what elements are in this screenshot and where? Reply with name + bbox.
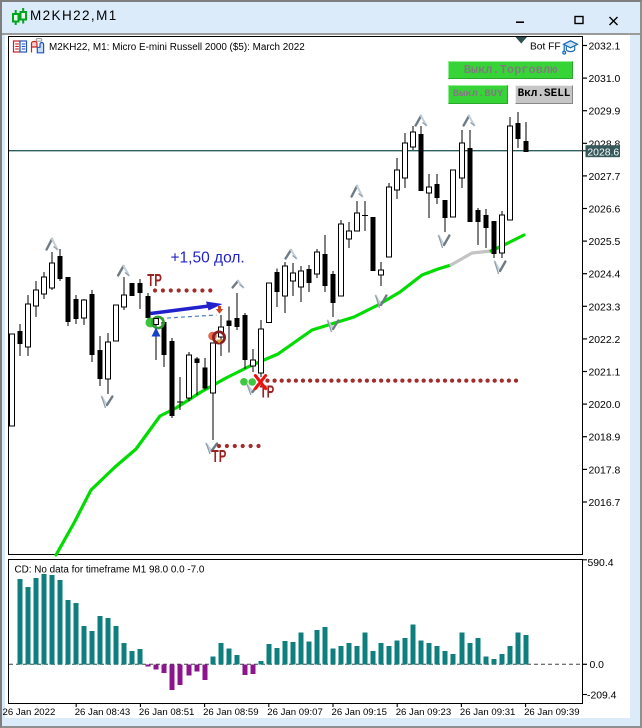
svg-text:2017.8: 2017.8 — [589, 465, 621, 476]
svg-text:2031.0: 2031.0 — [589, 74, 621, 85]
svg-text:2025.5: 2025.5 — [589, 237, 621, 248]
svg-text:2028.6: 2028.6 — [587, 147, 619, 158]
svg-text:2032.1: 2032.1 — [589, 42, 621, 53]
svg-text:2020.0: 2020.0 — [589, 400, 621, 411]
svg-text:26 Jan 09:31: 26 Jan 09:31 — [460, 707, 515, 718]
svg-text:26 Jan 09:07: 26 Jan 09:07 — [267, 707, 322, 718]
svg-text:2027.7: 2027.7 — [589, 172, 621, 183]
svg-text:CD: No data for timeframe M1 9: CD: No data for timeframe M1 98.0 0.0 -7… — [15, 565, 205, 576]
svg-text:26 Jan 09:23: 26 Jan 09:23 — [396, 707, 451, 718]
svg-text:2022.2: 2022.2 — [589, 335, 621, 346]
svg-text:TP: TP — [212, 448, 227, 467]
svg-text:2028.8: 2028.8 — [589, 139, 621, 150]
svg-text:0.0: 0.0 — [590, 660, 605, 671]
svg-text:26 Jan 2022: 26 Jan 2022 — [3, 707, 56, 718]
svg-text:2024.4: 2024.4 — [589, 270, 621, 281]
svg-text:26 Jan 08:43: 26 Jan 08:43 — [75, 707, 130, 718]
svg-text:2029.9: 2029.9 — [589, 107, 621, 118]
svg-text:-209.4: -209.4 — [587, 690, 617, 701]
svg-text:26 Jan 08:51: 26 Jan 08:51 — [139, 707, 194, 718]
svg-text:590.4: 590.4 — [588, 558, 614, 569]
svg-text:Bot FF: Bot FF — [530, 42, 561, 53]
svg-text:TP: TP — [147, 272, 162, 291]
svg-text:M2KH22, M1: Micro E-mini Russ: M2KH22, M1: Micro E-mini Russell 2000 ($… — [49, 42, 305, 53]
svg-text:2021.1: 2021.1 — [589, 368, 621, 379]
svg-text:2023.3: 2023.3 — [589, 302, 621, 313]
svg-text:26 Jan 09:39: 26 Jan 09:39 — [524, 707, 579, 718]
svg-text:2016.7: 2016.7 — [589, 498, 621, 509]
svg-text:2026.6: 2026.6 — [589, 205, 621, 216]
svg-text:26 Jan 08:59: 26 Jan 08:59 — [203, 707, 258, 718]
svg-text:2018.9: 2018.9 — [589, 433, 621, 444]
svg-text:+1,50 дол.: +1,50 дол. — [171, 250, 245, 267]
svg-text:26 Jan 09:15: 26 Jan 09:15 — [332, 707, 387, 718]
